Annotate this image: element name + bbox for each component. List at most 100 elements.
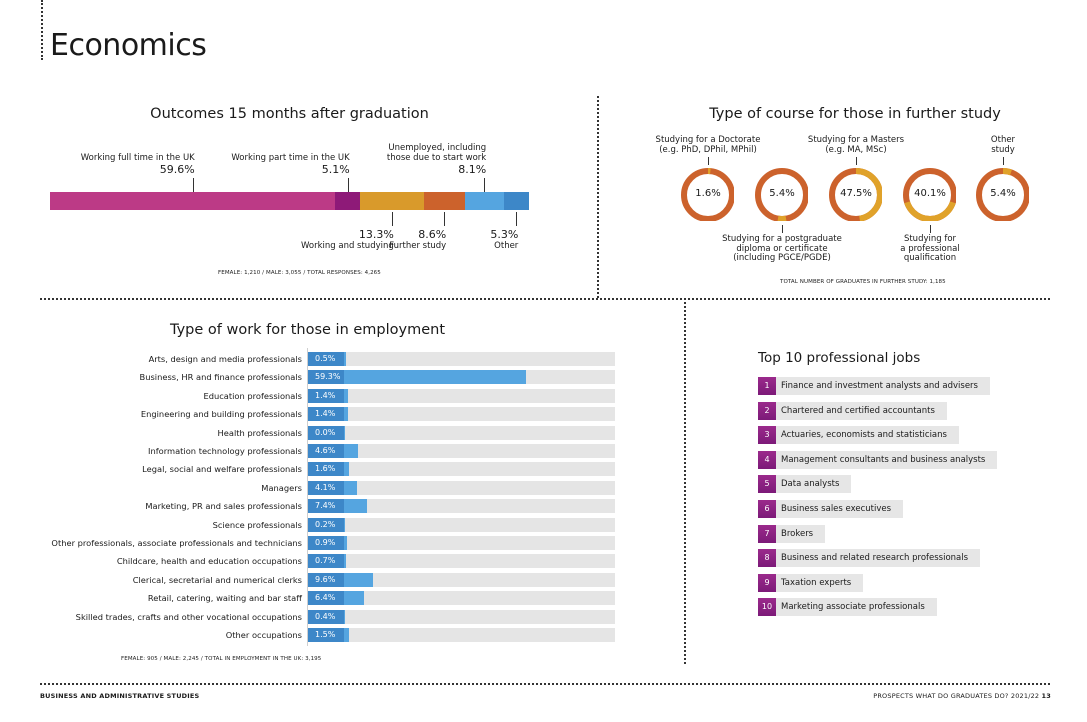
- page-number: 13: [1041, 692, 1051, 700]
- work-row: Other professionals, associate professio…: [0, 536, 615, 550]
- donut-leader-line: [708, 157, 709, 165]
- work-category-label: Engineering and building professionals: [140, 409, 302, 420]
- outcome-label-working-part-time-in-the-uk: Working part time in the UK 5.1%: [231, 153, 349, 176]
- work-bar-label-cap: [308, 444, 344, 458]
- work-bar-label-cap: [308, 572, 344, 587]
- outcome-category-label: Unemployed, including those due to start …: [387, 143, 486, 163]
- outcome-leader-line: [484, 178, 486, 192]
- donut-value-arc: [755, 168, 808, 221]
- outcome-category-line: Working part time in the UK: [231, 153, 350, 163]
- outcome-category-label: Working full time in the UK: [81, 153, 195, 163]
- work-row: Arts, design and media professionals 0.5%: [0, 352, 615, 366]
- work-type-axis: [307, 348, 308, 646]
- donut-3: [829, 168, 882, 221]
- donut-category-label: Studying for a professional qualification: [860, 234, 1000, 264]
- donut-leader-line: [782, 225, 783, 233]
- work-bar-label-cap: [308, 628, 344, 642]
- outcome-category-line: those due to start work: [386, 153, 487, 163]
- top-job-item: 1 Finance and investment analysts and adv…: [758, 377, 990, 395]
- donut-value-arc: [829, 168, 882, 221]
- donut-category-line: (including PGCE/PGDE): [733, 253, 831, 263]
- donut-value-arc: [976, 168, 1029, 221]
- title-divider: [41, 0, 43, 60]
- outcome-segment-further-study: [423, 192, 465, 210]
- work-category-label: Managers: [261, 482, 302, 493]
- work-bar-track: 9.6%: [308, 572, 615, 587]
- work-category-label: Health professionals: [217, 427, 302, 438]
- work-row: Other occupations 1.5%: [0, 628, 615, 642]
- donut-4: [903, 168, 956, 221]
- top-job-item: 2 Chartered and certified accountants: [758, 401, 947, 420]
- page-title: Economics: [50, 28, 207, 63]
- outcome-leader-line: [192, 178, 194, 192]
- outcome-segment-working-and-studying: [359, 192, 424, 210]
- work-row: Retail, catering, waiting and bar staff 6…: [0, 591, 615, 606]
- work-row: Business, HR and finance professionals 59…: [0, 370, 615, 385]
- work-type-footnote: FEMALE: 905 / MALE: 2,245 / TOTAL IN EMP…: [121, 656, 322, 662]
- top-job-item: 3 Actuaries, economists and statisticians: [758, 426, 959, 445]
- top-job-rank: 8: [758, 549, 776, 568]
- work-value-label: 7.4%: [315, 501, 336, 511]
- work-category-label: Business, HR and finance professionals: [139, 372, 302, 383]
- work-bar-track: 4.6%: [308, 444, 615, 458]
- work-bar-track: 4.1%: [308, 480, 615, 495]
- work-bar-track: 0.2%: [308, 517, 615, 532]
- outcomes-stacked-bar: [50, 192, 529, 210]
- top-vertical-divider: [597, 96, 599, 298]
- work-row: Legal, social and welfare professionals 1…: [0, 462, 615, 477]
- work-bar-track: 1.4%: [308, 388, 615, 403]
- top-job-rank: 1: [758, 377, 776, 395]
- donut-category-line: Studying for a postgraduate: [722, 234, 842, 244]
- donut-value-label: 47.5%: [840, 188, 872, 199]
- top-job-rank: 6: [758, 500, 776, 518]
- top-job-rank: 3: [758, 426, 776, 445]
- work-value-label: 59.3%: [315, 372, 341, 382]
- work-bar-label-cap: [308, 370, 344, 385]
- outcome-value-label: 5.3%: [490, 228, 519, 241]
- donut-category-label: Studying for a Masters (e.g. MA, MSc): [786, 135, 926, 155]
- footer-divider: [40, 683, 1050, 685]
- donut-2: [755, 168, 808, 221]
- top-job-rank: 10: [758, 598, 776, 617]
- outcome-category-label: Other: [494, 241, 519, 251]
- work-row: Skilled trades, crafts and other vocatio…: [0, 609, 615, 624]
- top-job-item: 5 Data analysts: [758, 475, 852, 494]
- donut-category-line: Studying for: [903, 234, 957, 244]
- outcome-value-label: 8.1%: [458, 163, 487, 176]
- outcomes-footnote: FEMALE: 1,210 / MALE: 3,055 / TOTAL RESP…: [218, 270, 381, 276]
- work-bar-label-cap: [308, 554, 344, 569]
- work-value-label: 0.7%: [315, 556, 336, 566]
- donut-value-arc: [681, 168, 734, 221]
- top-job-item: 7 Brokers: [758, 524, 826, 543]
- donut-value-label: 1.6%: [695, 188, 721, 199]
- work-value-label: 1.4%: [315, 390, 336, 400]
- top-job-label: Chartered and certified accountants: [776, 401, 947, 420]
- work-bar-label-cap: [308, 388, 344, 403]
- outcome-label-working-full-time-in-the-uk: Working full time in the UK 59.6%: [81, 153, 195, 176]
- donut-leader-line: [856, 157, 857, 165]
- work-value-label: 4.6%: [315, 446, 336, 455]
- bottom-vertical-divider: [684, 302, 686, 664]
- work-row: Clerical, secretarial and numerical cler…: [0, 572, 615, 587]
- top-job-label: Taxation experts: [776, 573, 864, 592]
- outcome-category-label: Working and studying: [300, 241, 394, 251]
- top-job-item: 9 Taxation experts: [758, 573, 864, 592]
- outcome-leader-line: [391, 212, 393, 226]
- outcome-segment-unemployed-including-those-due-to-start-work: [464, 192, 504, 210]
- work-bar-track: 0.7%: [308, 554, 615, 569]
- work-value-label: 9.6%: [315, 574, 336, 584]
- donut-category-line: (e.g. PhD, DPhil, MPhil): [659, 144, 757, 155]
- middle-horizontal-divider: [40, 298, 1050, 300]
- top-job-item: 8 Business and related research professio…: [758, 549, 981, 568]
- work-bar-track: 0.0%: [308, 425, 615, 440]
- top-job-rank: 2: [758, 401, 776, 420]
- work-category-label: Education professionals: [203, 390, 302, 401]
- footer-publication-title: PROSPECTS WHAT DO GRADUATES DO? 2021/22: [873, 692, 1040, 700]
- work-row: Engineering and building professionals 1.…: [0, 407, 615, 422]
- footer-section-name: BUSINESS AND ADMINISTRATIVE STUDIES: [40, 692, 200, 700]
- donut-5: [976, 168, 1029, 221]
- work-row: Education professionals 1.4%: [0, 388, 615, 403]
- outcome-category-line: Working full time in the UK: [80, 153, 195, 163]
- top-job-rank: 9: [758, 573, 776, 592]
- top-job-rank: 5: [758, 475, 776, 494]
